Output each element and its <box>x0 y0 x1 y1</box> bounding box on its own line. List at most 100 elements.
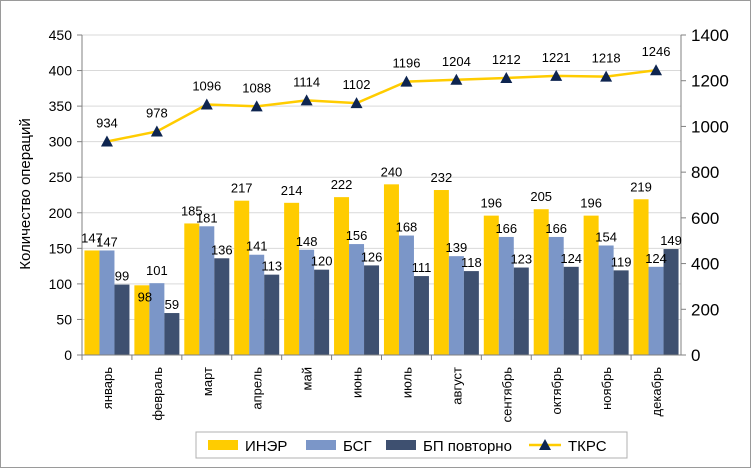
legend: ИНЭР БСГ БП повторно ТКРС <box>195 431 628 459</box>
bars <box>84 184 679 355</box>
data-label: 205 <box>530 189 552 204</box>
y2-tick-label: 600 <box>691 209 719 228</box>
y-tick-label: 300 <box>49 134 73 150</box>
x-tick-label: декабрь <box>649 367 664 417</box>
data-label: 99 <box>115 269 129 284</box>
data-label: 1088 <box>242 80 271 95</box>
x-tick-label: ноябрь <box>599 367 614 410</box>
data-label: 1196 <box>392 56 420 71</box>
bar <box>99 250 115 355</box>
legend-label: ИНЭР <box>245 438 287 455</box>
legend-label: БП повторно <box>423 438 512 455</box>
x-tick-label: июль <box>399 367 414 398</box>
tkrs-marker <box>150 125 163 137</box>
data-label: 101 <box>146 263 168 278</box>
data-label: 1102 <box>343 77 371 92</box>
bar <box>383 184 399 355</box>
data-label: 126 <box>361 249 383 264</box>
data-label: 118 <box>461 255 482 270</box>
line-series <box>100 64 663 147</box>
bar <box>114 284 130 355</box>
x-tick-label: август <box>449 367 464 405</box>
data-label: 139 <box>446 240 468 255</box>
y-tick-label: 350 <box>49 98 73 114</box>
y-tick-label: 50 <box>56 311 72 327</box>
data-label: 148 <box>296 234 318 249</box>
y2-tick-label: 1000 <box>691 117 729 136</box>
tkrs-marker <box>650 64 663 76</box>
bar <box>483 215 499 355</box>
tkrs-line <box>106 68 657 143</box>
bar <box>234 200 250 355</box>
bar <box>199 226 215 355</box>
x-tick-label: май <box>300 367 315 390</box>
legend-marker <box>539 439 551 450</box>
data-label: 232 <box>431 170 453 185</box>
legend-swatch <box>306 440 336 450</box>
data-label: 1218 <box>592 51 621 66</box>
legend-swatch <box>386 440 416 450</box>
bar <box>633 199 649 355</box>
bar <box>164 313 180 355</box>
bar <box>563 266 579 355</box>
y2-tick-label: 200 <box>691 300 719 319</box>
y2-tick-label: 1200 <box>691 72 729 91</box>
legend-swatch <box>208 440 238 450</box>
data-label: 1221 <box>542 50 571 65</box>
data-label: 181 <box>196 210 218 225</box>
bar <box>498 236 514 355</box>
x-tick-label: февраль <box>150 367 165 421</box>
tkrs-marker <box>400 75 413 87</box>
data-label: 59 <box>165 297 179 312</box>
bar <box>184 223 200 355</box>
bar <box>533 209 549 355</box>
gridlines <box>82 34 681 320</box>
bar <box>663 249 679 355</box>
y2-tick-label: 1400 <box>691 26 729 45</box>
data-label: 1246 <box>642 44 671 59</box>
x-tick-label: апрель <box>250 367 265 410</box>
data-label: 219 <box>630 179 652 194</box>
data-label: 1204 <box>442 54 471 69</box>
tkrs-marker <box>600 70 613 82</box>
bar <box>413 276 429 355</box>
data-label: 119 <box>611 254 632 269</box>
data-label: 1212 <box>492 52 521 67</box>
bar <box>598 245 614 355</box>
bar <box>349 244 365 355</box>
bar <box>364 265 380 355</box>
bar <box>548 236 564 355</box>
x-tick-label: октябрь <box>549 367 564 415</box>
data-label: 120 <box>311 254 333 269</box>
data-label: 113 <box>261 259 282 274</box>
tkrs-marker <box>550 69 563 81</box>
legend-label: ТКРС <box>568 438 607 455</box>
tkrs-marker <box>200 98 213 110</box>
bar <box>214 258 230 355</box>
y2-tick-label: 800 <box>691 163 719 182</box>
bar <box>648 266 664 355</box>
bar <box>264 274 280 355</box>
data-label: 166 <box>495 221 517 236</box>
data-label: 1114 <box>293 74 320 89</box>
y-axis-label: Количество операций <box>17 118 34 270</box>
data-label: 141 <box>246 239 268 254</box>
data-label: 111 <box>412 260 432 275</box>
y-tick-label: 100 <box>49 276 73 292</box>
tkrs-marker <box>300 94 313 106</box>
bar <box>463 271 479 355</box>
tkrs-marker <box>500 71 513 83</box>
bar <box>334 197 350 355</box>
bar <box>149 283 165 355</box>
y-tick-label: 450 <box>49 27 73 43</box>
data-label: 217 <box>231 181 253 196</box>
data-label: 156 <box>346 228 368 243</box>
y2-tick-label: 0 <box>691 346 700 365</box>
bar <box>134 285 150 355</box>
axes: 0 50 100 150 200 250 300 350 400 450 0 200 400 600 800… <box>49 26 729 422</box>
legend-label: БСГ <box>343 438 372 455</box>
x-tick-label: сентябрь <box>499 367 514 423</box>
bar <box>299 249 315 355</box>
